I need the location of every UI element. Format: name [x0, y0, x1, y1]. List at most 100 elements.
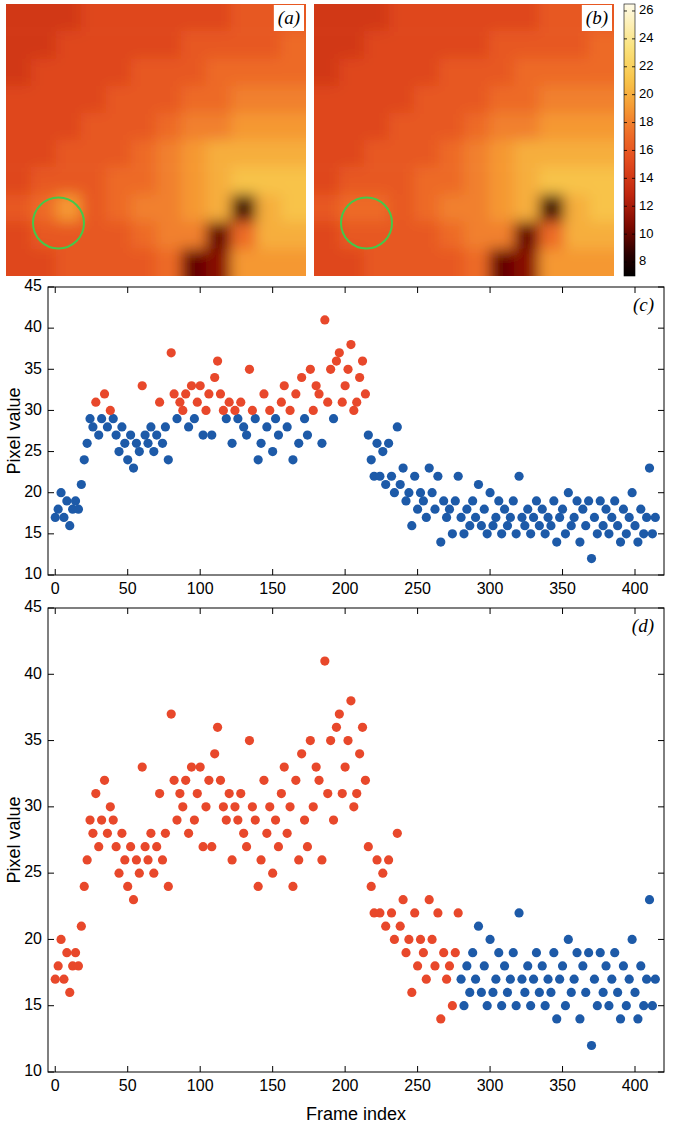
x-tick-label: 0	[51, 1077, 60, 1094]
point	[497, 1001, 506, 1010]
heat-cell	[314, 167, 340, 195]
heat-cell	[106, 4, 132, 32]
heat-cell	[514, 4, 540, 32]
point	[532, 948, 541, 957]
point	[425, 463, 434, 472]
point	[227, 439, 236, 448]
heat-cell	[231, 113, 257, 141]
y-tick	[658, 806, 664, 807]
y-tick	[658, 492, 664, 493]
point	[152, 431, 161, 440]
point	[442, 975, 451, 984]
heat-cell	[6, 86, 32, 114]
heat-cell	[514, 113, 540, 141]
heat-cell	[31, 222, 57, 250]
point	[323, 398, 332, 407]
point	[88, 422, 97, 431]
heat-cell	[56, 4, 82, 32]
x-tick	[417, 287, 418, 293]
heat-cell	[464, 249, 490, 276]
point	[477, 988, 486, 997]
heat-cell	[256, 58, 282, 86]
x-tick	[200, 287, 201, 293]
heat-cell	[106, 86, 132, 114]
point	[538, 961, 547, 970]
point	[491, 513, 500, 522]
x-tick-label: 250	[404, 580, 431, 597]
x-tick-label: 250	[404, 1077, 431, 1094]
point	[245, 365, 254, 374]
point	[225, 789, 234, 798]
point	[77, 480, 86, 489]
point	[242, 431, 251, 440]
point	[454, 472, 463, 481]
point	[117, 829, 126, 838]
point	[167, 709, 176, 718]
heat-cell	[31, 31, 57, 59]
heat-cell	[231, 140, 257, 168]
heat-cell	[539, 140, 565, 168]
point	[291, 776, 300, 785]
heat-cell	[281, 31, 306, 59]
point	[167, 348, 176, 357]
point	[439, 496, 448, 505]
point	[169, 389, 178, 398]
point	[346, 340, 355, 349]
heat-cell	[156, 113, 182, 141]
point	[74, 961, 83, 970]
x-tick	[562, 1066, 563, 1072]
point	[77, 922, 86, 931]
point	[549, 948, 558, 957]
heat-cell	[156, 222, 182, 250]
heat-cell	[339, 31, 365, 59]
heat-cell	[156, 140, 182, 168]
heat-cell	[364, 167, 390, 195]
x-tick	[127, 569, 128, 575]
point	[529, 975, 538, 984]
heat-cell	[106, 249, 132, 276]
figure: (a)(b)8101214161820222426050100150200250…	[0, 0, 675, 1140]
point	[85, 816, 94, 825]
point	[427, 935, 436, 944]
heat-cell	[56, 140, 82, 168]
point	[364, 842, 373, 851]
heat-cell	[389, 113, 415, 141]
heat-cell	[106, 140, 132, 168]
point	[103, 829, 112, 838]
heat-cell	[414, 113, 440, 141]
point	[312, 381, 321, 390]
heat-cell	[589, 167, 614, 195]
point	[210, 373, 219, 382]
y-axis-title: Pixel value	[4, 387, 24, 474]
heat-cell	[414, 4, 440, 32]
heat-cell	[439, 167, 465, 195]
point	[256, 439, 265, 448]
point	[361, 776, 370, 785]
y-tick	[48, 410, 54, 411]
heat-cell	[389, 4, 415, 32]
y-tick-label: 20	[24, 930, 42, 947]
point	[239, 422, 248, 431]
x-tick	[562, 569, 563, 575]
point	[445, 961, 454, 970]
heat-cell	[31, 58, 57, 86]
heat-cell	[489, 113, 515, 141]
heat-cell	[514, 86, 540, 114]
heat-cell	[364, 86, 390, 114]
point	[552, 1014, 561, 1023]
heat-cell	[206, 194, 232, 222]
point	[135, 869, 144, 878]
y-tick	[48, 287, 54, 288]
heat-cell	[131, 4, 157, 32]
point	[335, 709, 344, 718]
point	[65, 521, 74, 530]
point	[97, 816, 106, 825]
heat-cell	[439, 194, 465, 222]
y-tick	[48, 674, 54, 675]
point	[74, 505, 83, 514]
colorbar-tick	[624, 178, 627, 179]
heat-cell	[364, 113, 390, 141]
heat-cell	[539, 222, 565, 250]
point	[123, 882, 132, 891]
point	[312, 762, 321, 771]
